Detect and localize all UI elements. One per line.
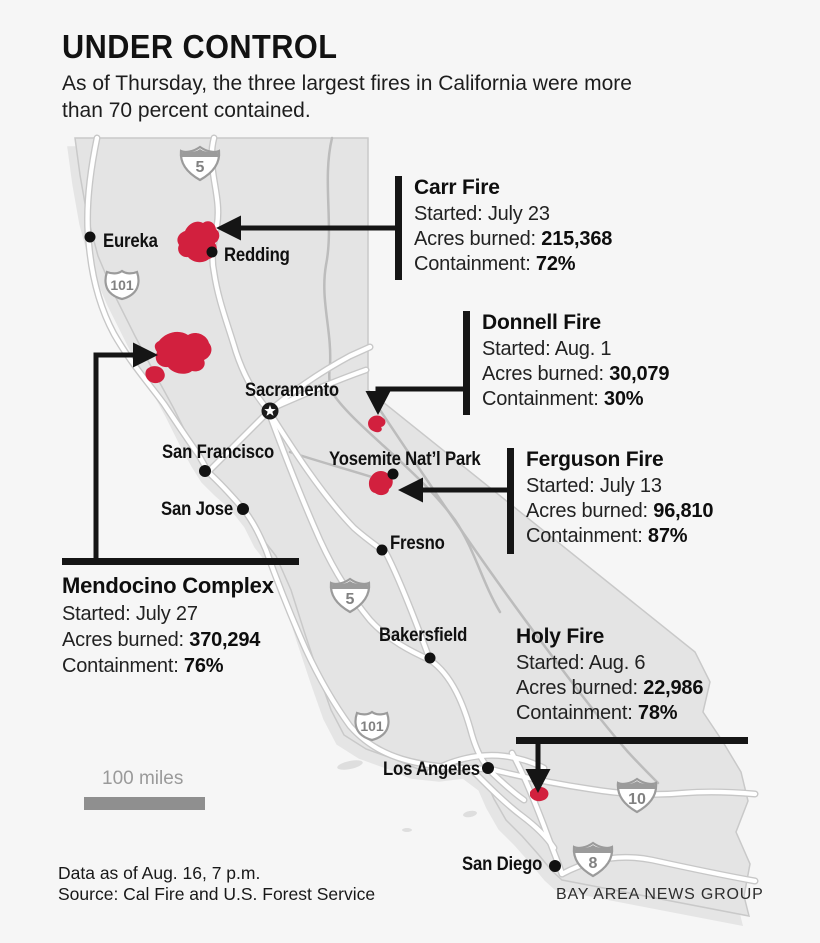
fire-name: Donnell Fire xyxy=(482,311,601,334)
fire-containment: Containment: 87% xyxy=(526,525,688,547)
data-note: Data as of Aug. 16, 7 p.m. xyxy=(58,863,261,883)
donnell-leader xyxy=(375,386,467,394)
carr-arrow-icon xyxy=(216,215,241,241)
fire-started: Started: Aug. 1 xyxy=(482,338,612,360)
us-101-shield-north: 101 xyxy=(104,269,140,301)
fire-area-donnell xyxy=(368,415,386,433)
channel-islands xyxy=(337,760,477,832)
fire-area-ferguson xyxy=(368,471,393,496)
page-title: UNDER CONTROL xyxy=(62,28,338,65)
fire-acres: Acres burned: 22,986 xyxy=(516,677,704,699)
city-label-bakersfield: Bakersfield xyxy=(379,625,468,646)
city-dot-san-diego xyxy=(549,860,561,872)
fire-callout-carr: Carr Fire Started: July 23 Acres burned:… xyxy=(395,176,612,280)
city-dot-yosemite xyxy=(387,468,399,480)
fire-containment: Containment: 30% xyxy=(482,388,644,410)
fire-started: Started: July 27 xyxy=(62,603,198,625)
fire-callout-donnell: Donnell Fire Started: Aug. 1 Acres burne… xyxy=(463,311,669,415)
california-shape xyxy=(74,137,751,917)
fire-acres: Acres burned: 30,079 xyxy=(482,363,670,385)
credit: BAY AREA NEWS GROUP xyxy=(556,886,764,903)
fire-callout-mendocino: Mendocino Complex Started: July 27 Acres… xyxy=(62,558,299,679)
fire-area-holy xyxy=(530,786,549,802)
mendocino-leader xyxy=(93,352,136,560)
svg-text:10: 10 xyxy=(628,791,646,808)
svg-text:101: 101 xyxy=(360,718,384,734)
city-label-san-jose: San Jose xyxy=(161,499,234,520)
city-dot-bakersfield xyxy=(424,652,436,664)
fire-name: Mendocino Complex xyxy=(62,573,274,598)
city-label-los-angeles: Los Angeles xyxy=(383,759,480,780)
fire-acres: Acres burned: 215,368 xyxy=(414,228,613,250)
city-dot-redding xyxy=(206,246,218,258)
ferguson-arrow-icon xyxy=(398,477,423,503)
fire-area-mendocino-south xyxy=(145,366,165,384)
fire-containment: Containment: 78% xyxy=(516,702,678,724)
holy-arrow-icon xyxy=(525,769,551,793)
city-label-redding: Redding xyxy=(224,245,290,266)
city-label-sacramento: Sacramento xyxy=(245,380,339,401)
city-dot-san-francisco xyxy=(199,465,211,477)
fire-acres: Acres burned: 96,810 xyxy=(526,500,714,522)
svg-text:5: 5 xyxy=(346,591,355,608)
donnell-arrow-icon xyxy=(365,391,391,415)
fire-name: Carr Fire xyxy=(414,176,500,199)
footer-notes: Data as of Aug. 16, 7 p.m. Source: Cal F… xyxy=(58,863,375,905)
fire-containment: Containment: 72% xyxy=(414,253,576,275)
fire-acres: Acres burned: 370,294 xyxy=(62,629,261,651)
minor-roads xyxy=(288,136,660,785)
fire-callout-holy: Holy Fire Started: Aug. 6 Acres burned: … xyxy=(516,625,748,744)
city-label-san-diego: San Diego xyxy=(462,854,543,875)
interstate-8-shield: 8 xyxy=(572,841,614,878)
interstate-10-shield: 10 xyxy=(616,777,658,814)
city-dots xyxy=(84,231,561,872)
page-subtitle: As of Thursday, the three largest fires … xyxy=(62,72,632,122)
scale-bar xyxy=(84,797,205,810)
fire-started: Started: July 23 xyxy=(414,203,550,225)
city-dot-san-jose xyxy=(237,503,249,515)
city-label-san-francisco: San Francisco xyxy=(162,442,275,463)
scale-label: 100 miles xyxy=(102,768,184,789)
city-dot-eureka xyxy=(84,231,96,243)
us-101-shield-south: 101 xyxy=(354,710,390,742)
city-label-eureka: Eureka xyxy=(103,231,158,252)
mendocino-arrow-icon xyxy=(133,342,158,368)
fire-containment: Containment: 76% xyxy=(62,655,224,677)
fire-callout-ferguson: Ferguson Fire Started: July 13 Acres bur… xyxy=(507,448,713,554)
svg-text:101: 101 xyxy=(110,277,134,293)
fire-started: Started: Aug. 6 xyxy=(516,652,646,674)
fire-name: Ferguson Fire xyxy=(526,448,664,471)
fire-name: Holy Fire xyxy=(516,625,605,648)
city-dot-fresno xyxy=(376,544,388,556)
interstate-5-shield-north: 5 xyxy=(179,145,221,182)
city-label-yosemite: Yosemite Nat’l Park xyxy=(329,449,481,470)
source-note: Source: Cal Fire and U.S. Forest Service xyxy=(58,884,376,904)
city-dot-los-angeles xyxy=(482,762,494,774)
fire-started: Started: July 13 xyxy=(526,475,662,497)
fire-area-mendocino xyxy=(154,331,212,374)
capital-star-icon xyxy=(261,402,279,420)
svg-text:5: 5 xyxy=(196,159,205,176)
interstate-5-shield-south: 5 xyxy=(329,577,371,614)
city-label-fresno: Fresno xyxy=(390,533,445,554)
svg-text:8: 8 xyxy=(589,855,598,872)
leader-arrowheads xyxy=(133,215,551,793)
